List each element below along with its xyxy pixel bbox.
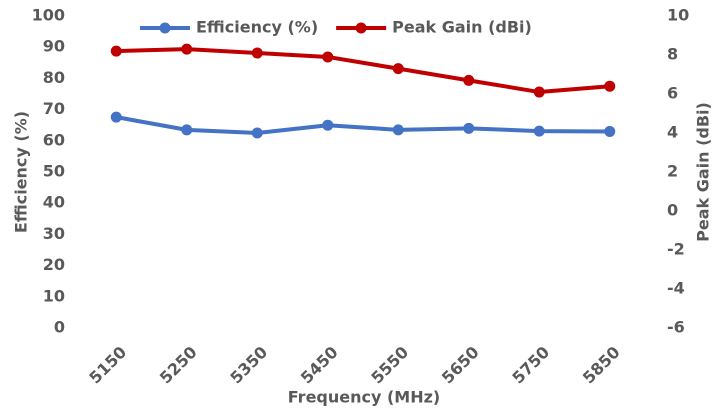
y-tick-label: 0 bbox=[54, 318, 65, 337]
data-point bbox=[463, 122, 475, 134]
data-point bbox=[110, 45, 122, 57]
data-point bbox=[392, 63, 404, 75]
y-tick-label: 30 bbox=[43, 224, 65, 243]
y2-tick-label: 2 bbox=[667, 162, 678, 181]
data-point bbox=[181, 124, 193, 136]
x-tick-label: 5650 bbox=[438, 343, 483, 388]
y-tick-label: 80 bbox=[43, 68, 65, 87]
data-point bbox=[604, 80, 616, 92]
data-point bbox=[392, 124, 404, 136]
legend-marker bbox=[159, 22, 171, 34]
x-tick-label: 5250 bbox=[156, 343, 201, 388]
y2-tick-label: -2 bbox=[667, 240, 685, 259]
y-tick-label: 10 bbox=[43, 286, 65, 305]
x-tick-label: 5450 bbox=[297, 343, 342, 388]
data-point bbox=[181, 43, 193, 55]
data-point bbox=[533, 86, 545, 98]
x-tick-label: 5850 bbox=[579, 343, 624, 388]
data-point bbox=[604, 125, 616, 137]
series-line bbox=[116, 47, 610, 95]
data-point bbox=[251, 47, 263, 59]
y2-tick-label: 4 bbox=[667, 123, 678, 142]
data-point bbox=[322, 51, 334, 63]
y-axis-title: Efficiency (%) bbox=[12, 111, 31, 233]
x-tick-label: 5150 bbox=[85, 343, 130, 388]
y-tick-label: 40 bbox=[43, 193, 65, 212]
y-tick-label: 50 bbox=[43, 162, 65, 181]
series-line bbox=[115, 115, 610, 135]
y2-tick-label: 10 bbox=[667, 6, 689, 25]
data-point bbox=[533, 125, 545, 137]
data-point bbox=[463, 74, 475, 86]
y2-tick-label: -4 bbox=[667, 279, 685, 298]
legend-marker bbox=[355, 22, 367, 34]
legend-label: Efficiency (%) bbox=[196, 18, 318, 37]
y2-tick-label: -6 bbox=[667, 318, 685, 337]
y2-axis-title: Peak Gain (dBi) bbox=[694, 102, 713, 242]
y-tick-label: 60 bbox=[43, 130, 65, 149]
y-tick-label: 90 bbox=[43, 37, 65, 56]
data-point bbox=[322, 119, 334, 131]
y2-tick-label: 6 bbox=[667, 84, 678, 103]
y-tick-label: 70 bbox=[43, 99, 65, 118]
data-point bbox=[110, 111, 122, 123]
x-axis-title: Frequency (MHz) bbox=[288, 388, 440, 407]
y-tick-label: 100 bbox=[32, 6, 65, 25]
x-tick-label: 5350 bbox=[226, 343, 271, 388]
legend-label: Peak Gain (dBi) bbox=[392, 18, 532, 37]
y2-tick-label: 0 bbox=[667, 201, 678, 220]
x-tick-label: 5550 bbox=[367, 343, 412, 388]
data-point bbox=[251, 127, 263, 139]
x-tick-label: 5750 bbox=[508, 343, 553, 388]
y2-tick-label: 8 bbox=[667, 45, 678, 64]
y-tick-label: 20 bbox=[43, 255, 65, 274]
